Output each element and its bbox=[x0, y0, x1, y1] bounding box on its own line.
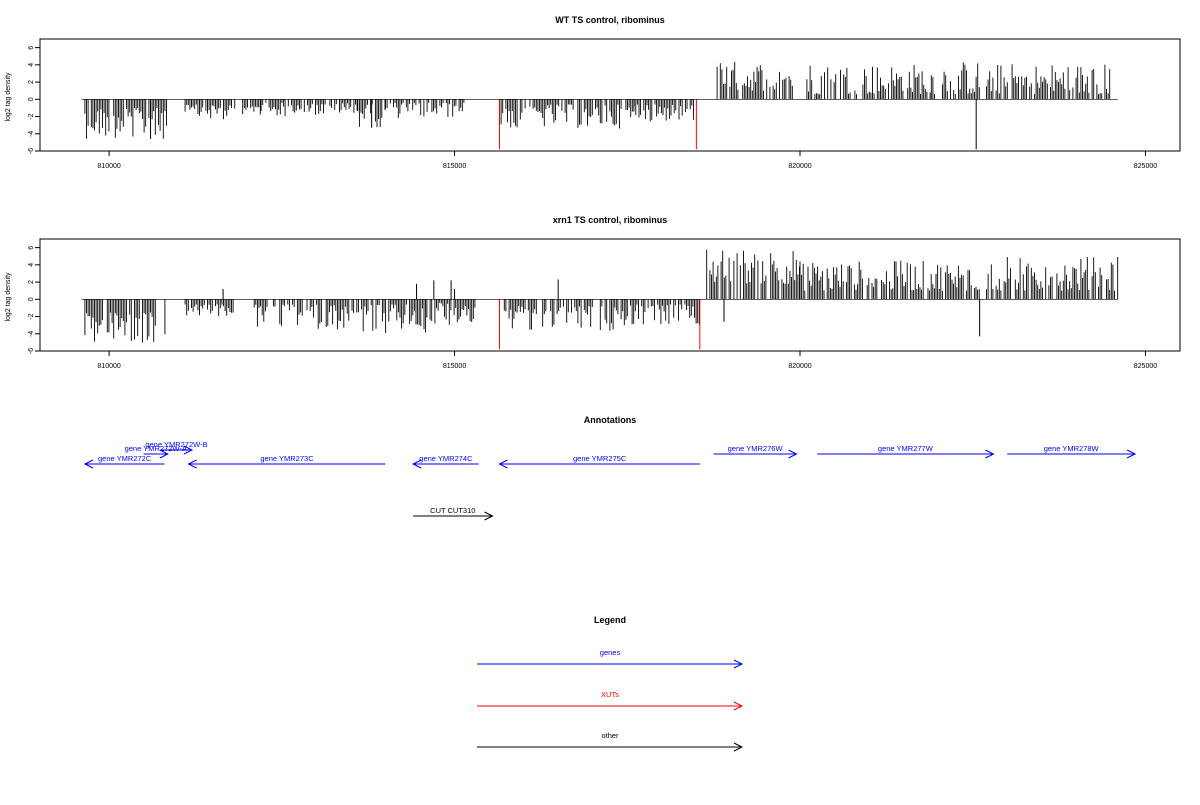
feature-gene-ymr278w: gene YMR278W bbox=[1007, 444, 1137, 459]
feature-arrow-head bbox=[183, 445, 194, 455]
plot-frame bbox=[39, 238, 1181, 352]
feature-arrow-head bbox=[498, 459, 508, 469]
panel-wt: WT TS control, ribominus log2 tag densit… bbox=[5, 15, 1181, 170]
legend-label: other bbox=[601, 731, 619, 740]
y-tick-label: -2 bbox=[28, 113, 35, 119]
y-tick-label: -4 bbox=[28, 331, 35, 337]
feature-gene-ymr272w-a: gene YMR272W-A bbox=[125, 444, 187, 459]
feature-arrow-head bbox=[411, 459, 422, 469]
feature-label: gene YMR273C bbox=[260, 454, 314, 463]
x-tick-label: 825000 bbox=[1134, 363, 1157, 370]
feature-arrow-head bbox=[159, 449, 169, 459]
feature-gene-ymr274c: gene YMR274C bbox=[411, 454, 479, 469]
y-tick-label: -6 bbox=[28, 148, 35, 154]
legend-arrow-head bbox=[733, 742, 744, 752]
feature-arrow-head bbox=[187, 459, 197, 469]
legend: Legend genes XUTs other bbox=[477, 615, 744, 752]
feature-gene-ymr272w-b: gene YMR272W-B bbox=[145, 440, 208, 455]
y-tick-label: 0 bbox=[28, 97, 35, 101]
chart-title: xrn1 TS control, ribominus bbox=[553, 215, 668, 225]
legend-title: Legend bbox=[594, 615, 626, 625]
y-tick-label: -2 bbox=[28, 313, 35, 319]
x-tick-label: 815000 bbox=[443, 363, 466, 370]
plot-frame bbox=[39, 38, 1181, 152]
panel-xrn1: xrn1 TS control, ribominus log2 tag dens… bbox=[5, 215, 1181, 370]
legend-arrow-head bbox=[733, 659, 744, 669]
x-tick-label: 825000 bbox=[1134, 163, 1157, 170]
feature-arrow-head bbox=[788, 449, 798, 459]
feature-label: CUT CUT310 bbox=[430, 506, 475, 515]
legend-label: genes bbox=[600, 648, 621, 657]
x-tick-label: 820000 bbox=[788, 363, 811, 370]
density-bars bbox=[84, 61, 1111, 150]
y-tick-label: -4 bbox=[28, 131, 35, 137]
feature-gene-ymr276w: gene YMR276W bbox=[713, 444, 798, 459]
feature-label: gene YMR274C bbox=[419, 454, 473, 463]
y-tick-label: 2 bbox=[28, 280, 35, 284]
legend-item-other: other bbox=[477, 731, 744, 752]
feature-gene-ymr272c: gene YMR272C bbox=[83, 454, 165, 469]
y-tick-label: 6 bbox=[28, 46, 35, 50]
chart-title: WT TS control, ribominus bbox=[555, 15, 665, 25]
feature-label: gene YMR277W bbox=[878, 444, 934, 453]
y-tick-label: 0 bbox=[28, 297, 35, 301]
legend-item-genes: genes bbox=[477, 648, 744, 669]
feature-arrow-head bbox=[985, 449, 995, 459]
feature-label: gene YMR272C bbox=[98, 454, 152, 463]
density-bars bbox=[84, 249, 1119, 350]
x-tick-label: 810000 bbox=[97, 163, 120, 170]
y-tick-label: 4 bbox=[28, 263, 35, 267]
feature-arrow-head bbox=[484, 511, 494, 521]
y-axis-label: log2 tag density bbox=[5, 72, 12, 122]
feature-gene-ymr273c: gene YMR273C bbox=[187, 454, 386, 469]
feature-gene-ymr275c: gene YMR275C bbox=[498, 454, 700, 469]
y-tick-label: 6 bbox=[28, 246, 35, 250]
feature-arrow-head bbox=[1126, 449, 1137, 459]
y-tick-label: 4 bbox=[28, 63, 35, 67]
y-tick-label: 2 bbox=[28, 80, 35, 84]
feature-label: gene YMR278W bbox=[1044, 444, 1100, 453]
feature-label: gene YMR275C bbox=[573, 454, 627, 463]
x-tick-label: 810000 bbox=[97, 363, 120, 370]
annotations-title: Annotations bbox=[584, 415, 637, 425]
y-axis-label: log2 tag density bbox=[5, 272, 12, 322]
feature-label: gene YMR272W-B bbox=[145, 440, 207, 449]
feature-arrow-head bbox=[83, 459, 94, 469]
feature-label: gene YMR272W-A bbox=[125, 444, 187, 453]
x-tick-label: 820000 bbox=[788, 163, 811, 170]
legend-arrow-head bbox=[733, 701, 744, 711]
feature-cut-cut310: CUT CUT310 bbox=[413, 506, 494, 521]
y-tick-label: -6 bbox=[28, 348, 35, 354]
legend-label: XUTs bbox=[601, 690, 619, 699]
legend-item-xuts: XUTs bbox=[477, 690, 744, 711]
feature-gene-ymr277w: gene YMR277W bbox=[817, 444, 995, 459]
feature-label: gene YMR276W bbox=[728, 444, 784, 453]
x-tick-label: 815000 bbox=[443, 163, 466, 170]
